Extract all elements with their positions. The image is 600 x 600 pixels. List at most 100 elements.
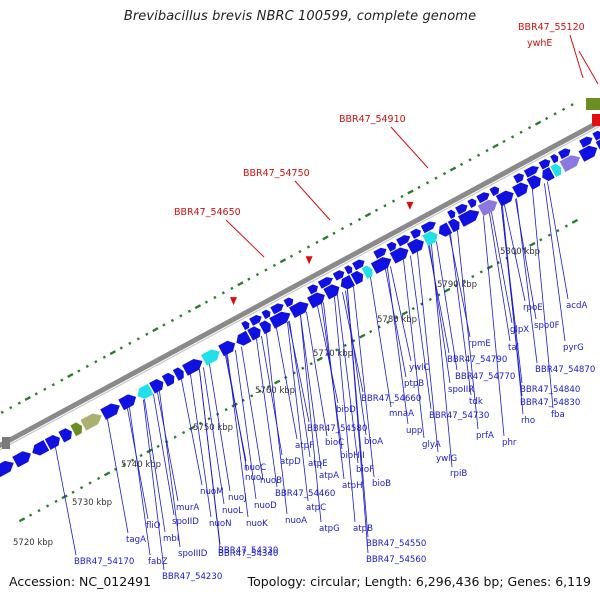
- label-leader-line: [157, 392, 179, 502]
- inner-tick-mark: [529, 241, 536, 247]
- gene-arrow: [172, 367, 184, 381]
- label-leader-line: [127, 408, 149, 520]
- outer-tick-mark: [272, 263, 277, 268]
- label-leader-line: [153, 394, 175, 516]
- label-leader-line: [276, 327, 298, 440]
- label-leader-line: [502, 205, 524, 415]
- gene-label: BBR47_54550: [366, 539, 426, 549]
- inner-tick-mark: [343, 343, 347, 347]
- outer-tick-mark: [485, 149, 489, 153]
- outer-tick-mark: [187, 309, 191, 313]
- gene-arrow: [70, 422, 82, 437]
- gene-label: nuoD: [254, 501, 277, 511]
- gene-arrow-small: [489, 186, 500, 197]
- outer-tick-row: [0, 103, 574, 414]
- outer-tick-mark: [77, 369, 81, 373]
- label-leader-line: [323, 302, 345, 480]
- inner-tick-mark: [571, 218, 579, 224]
- gene-label: atpE: [308, 459, 328, 469]
- label-leader-line: [387, 267, 409, 425]
- scale-label: 5800 kbp: [500, 247, 540, 257]
- gene-label: bioA: [364, 437, 383, 447]
- inner-tick-mark: [386, 320, 390, 325]
- gene-arrow-small: [261, 309, 271, 320]
- outer-tick-mark: [510, 135, 515, 139]
- inner-tick-mark: [411, 306, 415, 311]
- gene-arrow-small: [249, 315, 262, 326]
- gene-label: nuoM: [200, 487, 224, 497]
- gene-arrow: [218, 340, 236, 357]
- inner-tick-mark: [45, 504, 50, 508]
- gene-label: nuoJ: [228, 493, 247, 503]
- outer-tick-mark: [492, 143, 499, 149]
- gene-label: nuoN: [209, 519, 232, 529]
- scale-label: 5770 kbp: [313, 349, 353, 359]
- outer-tick-mark: [51, 383, 55, 387]
- outer-tick-mark: [527, 126, 532, 130]
- label-leader-line: [266, 333, 288, 515]
- label-leader-line: [144, 399, 166, 533]
- label-leader-line: [129, 407, 151, 556]
- label-leader-line: [143, 399, 165, 571]
- outer-tick-mark: [119, 346, 123, 350]
- label-leader-line: [107, 419, 129, 534]
- red-callout-line: [390, 126, 429, 169]
- inner-tick-mark: [71, 490, 75, 494]
- gene-label: BBR47_54730: [429, 411, 489, 421]
- gene-arrow: [259, 320, 271, 335]
- label-leader-line: [203, 367, 225, 505]
- label-leader-line: [429, 245, 451, 384]
- gene-arrow-small: [467, 198, 477, 209]
- gene-label: tagA: [126, 535, 146, 545]
- gene-arrow-small: [283, 297, 294, 308]
- outer-tick-mark: [221, 291, 226, 295]
- inner-tick-mark: [394, 316, 398, 320]
- label-leader-line: [235, 349, 257, 500]
- inner-tick-mark: [54, 499, 58, 504]
- label-leader-line: [317, 305, 339, 404]
- gene-label: bioC: [325, 438, 344, 448]
- marker-triangle: [406, 201, 414, 210]
- outer-tick-mark: [162, 323, 166, 327]
- gene-arrow-small: [523, 165, 539, 178]
- red-callout-line: [569, 34, 584, 79]
- gene-arrow: [477, 199, 498, 217]
- label-leader-line: [287, 321, 309, 502]
- inner-tick-mark: [88, 481, 92, 485]
- gene-arrow-small: [550, 154, 559, 164]
- label-leader-line: [181, 379, 203, 486]
- gene-label: fba: [551, 410, 565, 420]
- gene-arrow: [542, 167, 555, 182]
- gene-label: atpF: [295, 441, 314, 451]
- gene-arrow: [32, 440, 50, 456]
- outer-tick-mark: [34, 392, 38, 396]
- red-callout-line: [578, 50, 599, 85]
- label-leader-line: [370, 277, 392, 408]
- outer-tick-mark: [449, 166, 457, 172]
- gene-label: rpmE: [468, 339, 491, 349]
- outer-tick-mark: [9, 406, 13, 410]
- inner-tick-mark: [173, 435, 177, 439]
- outer-tick-mark: [204, 300, 209, 304]
- outer-tick-mark: [374, 208, 379, 212]
- gene-arrow-small: [579, 136, 593, 148]
- gene-arrow-small: [420, 221, 436, 234]
- outer-tick-mark: [67, 373, 74, 379]
- inner-tick-mark: [547, 233, 551, 237]
- label-leader-line: [190, 374, 212, 518]
- outer-tick-mark: [43, 387, 47, 391]
- gene-label: BBR47_54340: [218, 549, 278, 559]
- inner-tick-mark: [139, 453, 143, 458]
- red-callout-label: BBR47_54910: [339, 114, 406, 125]
- gene-label: glyA: [422, 440, 441, 450]
- gene-label: spo0F: [534, 321, 560, 331]
- gene-arrow-small: [396, 235, 411, 247]
- outer-tick-mark: [230, 286, 234, 290]
- gene-label: phr: [502, 438, 517, 448]
- outer-tick-mark: [502, 139, 506, 144]
- inner-tick-mark: [188, 425, 196, 431]
- gene-label: bioF: [356, 465, 374, 475]
- gene-label: BBR47_54770: [455, 372, 515, 382]
- gene-label: murA: [176, 503, 199, 513]
- gene-label: atpB: [353, 524, 373, 534]
